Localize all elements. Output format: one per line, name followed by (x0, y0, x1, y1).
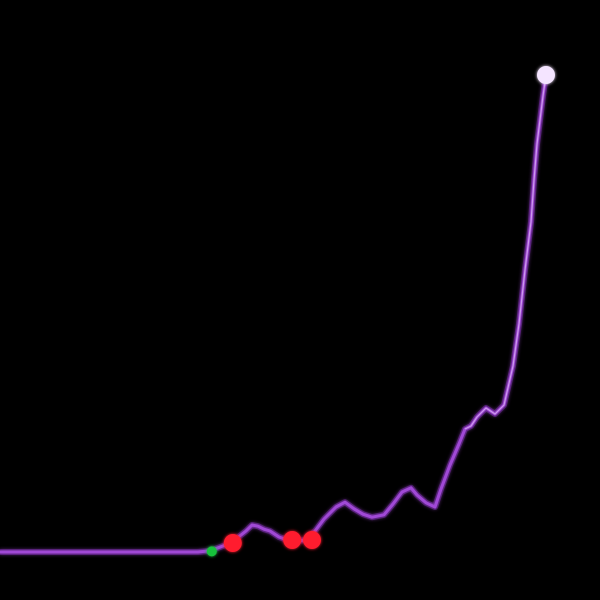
data-point (416, 494, 418, 496)
marker-layer (206, 66, 555, 557)
data-point (425, 502, 427, 504)
data-point (392, 503, 394, 505)
data-point (278, 536, 280, 538)
data-point (245, 530, 247, 532)
data-point (485, 407, 487, 409)
data-point (530, 221, 532, 223)
data-point (449, 464, 451, 466)
data-point (458, 443, 460, 445)
data-point (371, 516, 373, 518)
red-marker (223, 534, 242, 552)
data-point (263, 528, 265, 530)
data-point (269, 530, 271, 532)
data-point (434, 506, 436, 508)
red-marker (283, 531, 302, 549)
data-point (257, 525, 259, 527)
data-point (335, 506, 337, 508)
data-point (533, 179, 535, 181)
data-point (344, 501, 346, 503)
data-point (383, 514, 385, 516)
data-point (512, 365, 514, 367)
data-point (536, 143, 538, 145)
endpoint-marker (537, 66, 555, 84)
data-point (470, 425, 472, 427)
data-point (464, 428, 466, 430)
data-point (362, 513, 364, 515)
data-point (518, 323, 520, 325)
data-point (539, 119, 541, 121)
data-point (503, 404, 505, 406)
data-point (197, 551, 199, 553)
data-point (353, 508, 355, 510)
data-point (401, 491, 403, 493)
data-point (476, 416, 478, 418)
series-layer (0, 72, 549, 555)
green-marker (206, 546, 217, 557)
series-highlight-0 (464, 74, 547, 430)
data-point (410, 487, 412, 489)
data-point (323, 518, 325, 520)
data-point (542, 95, 544, 97)
data-point (440, 488, 442, 490)
data-point (494, 413, 496, 415)
data-point (524, 269, 526, 271)
red-marker (303, 531, 321, 549)
data-point (251, 524, 253, 526)
